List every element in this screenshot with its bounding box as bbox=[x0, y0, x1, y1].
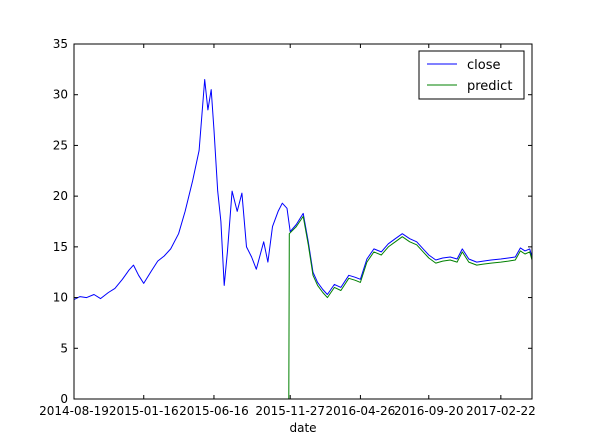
y-tick-label-5: 25 bbox=[53, 138, 68, 152]
x-axis: 2014-08-19 2015-01-16 2015-06-16 2015-11-27… bbox=[39, 44, 536, 418]
series-line-predict bbox=[74, 215, 533, 400]
y-tick-label-2: 10 bbox=[53, 291, 68, 305]
x-tick-label-3: 2015-11-27 bbox=[255, 404, 325, 418]
y-axis: 0 5 10 15 20 25 30 35 bbox=[53, 37, 532, 406]
legend-label-close: close bbox=[467, 58, 500, 73]
x-tick-label-6: 2017-02-22 bbox=[466, 404, 536, 418]
x-axis-title: date bbox=[289, 421, 316, 435]
y-tick-label-6: 30 bbox=[53, 88, 68, 102]
legend: close predict bbox=[418, 50, 525, 100]
x-tick-label-1: 2015-01-16 bbox=[109, 404, 179, 418]
y-tick-label-3: 15 bbox=[53, 240, 68, 254]
x-tick-label-0: 2014-08-19 bbox=[39, 404, 109, 418]
x-tick-label-4: 2016-04-26 bbox=[326, 404, 396, 418]
y-tick-label-0: 0 bbox=[60, 392, 68, 406]
series-line-close bbox=[73, 79, 533, 301]
y-tick-label-1: 5 bbox=[60, 341, 68, 355]
x-tick-label-2: 2015-06-16 bbox=[179, 404, 249, 418]
x-tick-label-5: 2016-09-20 bbox=[394, 404, 464, 418]
y-tick-label-7: 35 bbox=[53, 37, 68, 51]
y-tick-label-4: 20 bbox=[53, 189, 68, 203]
series-layer bbox=[73, 79, 533, 400]
plot-frame bbox=[73, 43, 533, 400]
legend-box bbox=[418, 50, 525, 100]
legend-label-predict: predict bbox=[467, 79, 512, 94]
